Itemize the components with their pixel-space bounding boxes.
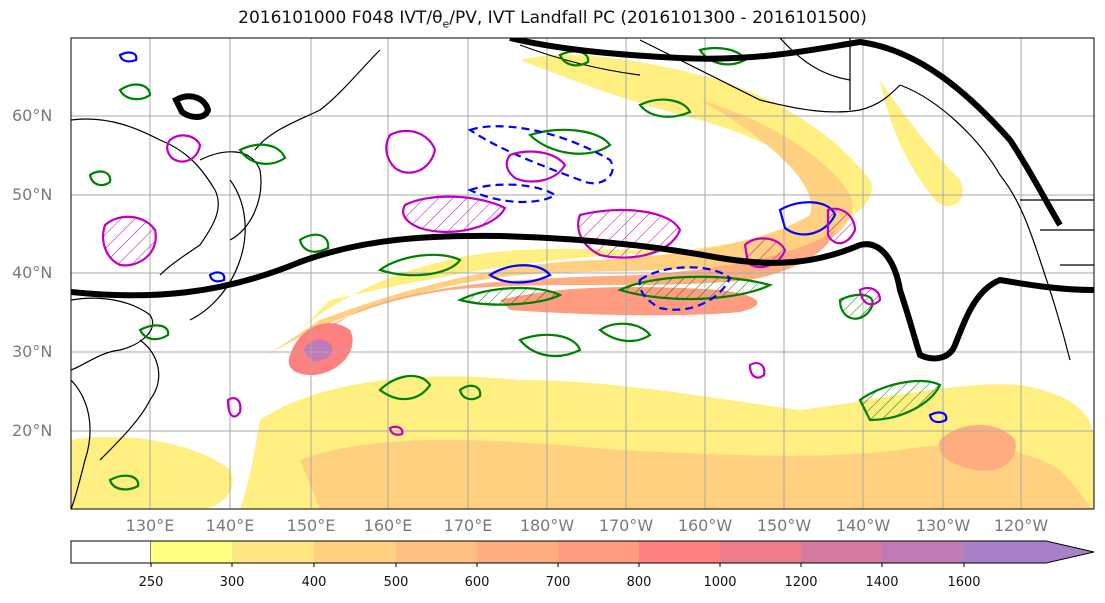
colorbar-tick: 1400: [865, 575, 899, 590]
lat-label-50n: 50°N: [12, 185, 53, 204]
pc-line: [71, 38, 1094, 362]
lon-label-150e: 150°E: [286, 516, 336, 535]
lon-label-180w: 180°W: [519, 516, 575, 535]
colorbar-tick: 250: [138, 575, 164, 590]
lon-label-160w: 160°W: [677, 516, 733, 535]
graticule: [71, 38, 1094, 509]
colorbar-tick: 500: [383, 575, 409, 590]
lat-label-40n: 40°N: [12, 263, 53, 282]
colorbar-tick: 400: [301, 575, 327, 590]
lon-label-160e: 160°E: [363, 516, 413, 535]
lon-label-140e: 140°E: [205, 516, 255, 535]
lon-label-120w: 120°W: [993, 516, 1049, 535]
colorbar-tick: 1000: [703, 575, 737, 590]
colorbar-tick: 1600: [947, 575, 981, 590]
colorbar: [70, 540, 1095, 567]
map-title: 2016101000 F048 IVT/θe/PV, IVT Landfall …: [238, 8, 867, 31]
colorbar-tick: 600: [464, 575, 490, 590]
coastlines: [71, 38, 1094, 509]
lon-label-150w: 150°W: [756, 516, 812, 535]
lon-label-130e: 130°E: [125, 516, 175, 535]
map-frame: [70, 37, 1095, 510]
colorbar-tick: 700: [545, 575, 571, 590]
lon-label-170e: 170°E: [443, 516, 493, 535]
lat-label-30n: 30°N: [12, 342, 53, 361]
lat-label-20n: 20°N: [12, 421, 53, 440]
lat-label-60n: 60°N: [12, 106, 53, 125]
lon-label-130w: 130°W: [915, 516, 971, 535]
lon-label-170w: 170°W: [598, 516, 654, 535]
colorbar-tick: 300: [219, 575, 245, 590]
colorbar-tick: 800: [626, 575, 652, 590]
lon-label-140w: 140°W: [835, 516, 891, 535]
colorbar-tick: 1200: [784, 575, 818, 590]
